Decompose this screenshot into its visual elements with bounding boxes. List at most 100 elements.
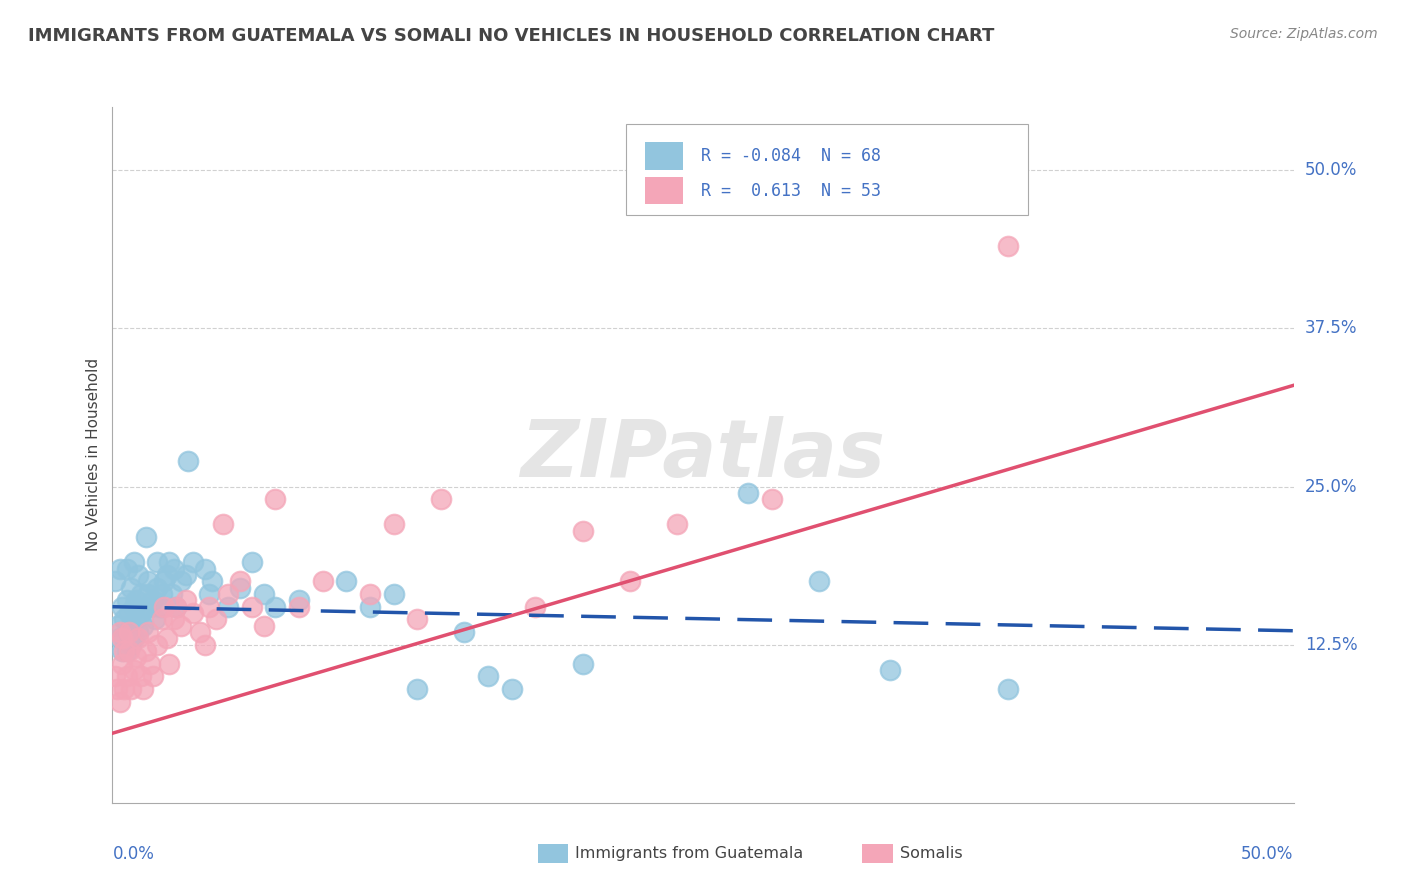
- Point: [129, 606, 152, 620]
- Point: [165, 599, 187, 614]
- Text: 0.0%: 0.0%: [112, 845, 155, 863]
- Point: [188, 625, 211, 640]
- Point: [382, 517, 405, 532]
- Point: [181, 556, 204, 570]
- Point: [136, 587, 159, 601]
- Point: [105, 618, 128, 632]
- Point: [229, 581, 252, 595]
- Text: R =  0.613  N = 53: R = 0.613 N = 53: [700, 182, 880, 200]
- Point: [146, 638, 169, 652]
- Point: [118, 632, 141, 646]
- Text: IMMIGRANTS FROM GUATEMALA VS SOMALI NO VEHICLES IN HOUSEHOLD CORRELATION CHART: IMMIGRANTS FROM GUATEMALA VS SOMALI NO V…: [28, 27, 994, 45]
- Bar: [862, 844, 893, 863]
- Point: [142, 669, 165, 683]
- Point: [122, 663, 145, 677]
- Point: [120, 681, 142, 696]
- Point: [997, 239, 1019, 253]
- Text: Immigrants from Guatemala: Immigrants from Guatemala: [575, 847, 804, 861]
- Point: [125, 593, 148, 607]
- FancyBboxPatch shape: [626, 124, 1028, 215]
- Point: [170, 574, 193, 589]
- Point: [127, 568, 149, 582]
- Point: [160, 587, 183, 601]
- Point: [253, 618, 276, 632]
- Point: [229, 574, 252, 589]
- Point: [382, 587, 405, 601]
- Point: [194, 562, 217, 576]
- Point: [453, 625, 475, 640]
- Bar: [645, 177, 683, 204]
- Point: [156, 632, 179, 646]
- Bar: [537, 844, 568, 863]
- Point: [359, 587, 381, 601]
- Point: [122, 632, 145, 646]
- Point: [132, 681, 155, 696]
- Point: [135, 644, 157, 658]
- Text: 25.0%: 25.0%: [1305, 477, 1357, 496]
- Point: [132, 618, 155, 632]
- Point: [477, 669, 499, 683]
- Point: [127, 625, 149, 640]
- Point: [139, 599, 162, 614]
- Point: [112, 632, 135, 646]
- Point: [118, 606, 141, 620]
- Point: [571, 657, 593, 671]
- Point: [108, 625, 131, 640]
- Point: [217, 587, 239, 601]
- Point: [104, 669, 127, 683]
- Point: [619, 574, 641, 589]
- Point: [524, 599, 547, 614]
- Text: R = -0.084  N = 68: R = -0.084 N = 68: [700, 147, 880, 165]
- Point: [406, 612, 429, 626]
- Y-axis label: No Vehicles in Household: No Vehicles in Household: [86, 359, 101, 551]
- Point: [156, 568, 179, 582]
- Point: [359, 599, 381, 614]
- Point: [111, 599, 134, 614]
- Point: [150, 612, 173, 626]
- Point: [406, 681, 429, 696]
- Point: [149, 599, 172, 614]
- Point: [430, 492, 453, 507]
- Point: [108, 632, 131, 646]
- Point: [997, 681, 1019, 696]
- Bar: [645, 142, 683, 169]
- Point: [120, 638, 142, 652]
- Point: [174, 593, 197, 607]
- Point: [146, 556, 169, 570]
- Point: [170, 618, 193, 632]
- Point: [807, 574, 830, 589]
- Point: [194, 638, 217, 652]
- Point: [108, 695, 131, 709]
- Point: [217, 599, 239, 614]
- Point: [118, 644, 141, 658]
- Point: [288, 593, 311, 607]
- Point: [163, 612, 186, 626]
- Point: [129, 669, 152, 683]
- Text: Somalis: Somalis: [900, 847, 963, 861]
- Point: [312, 574, 335, 589]
- Point: [139, 657, 162, 671]
- Point: [122, 556, 145, 570]
- Point: [198, 599, 221, 614]
- Point: [198, 587, 221, 601]
- Point: [135, 530, 157, 544]
- Point: [146, 581, 169, 595]
- Point: [111, 632, 134, 646]
- Point: [136, 574, 159, 589]
- Point: [501, 681, 523, 696]
- Point: [142, 593, 165, 607]
- Point: [177, 454, 200, 468]
- Point: [115, 562, 138, 576]
- Point: [112, 612, 135, 626]
- Point: [136, 625, 159, 640]
- Point: [129, 587, 152, 601]
- Point: [288, 599, 311, 614]
- Point: [240, 599, 263, 614]
- Point: [181, 606, 204, 620]
- Text: 50.0%: 50.0%: [1241, 845, 1294, 863]
- Point: [112, 681, 135, 696]
- Point: [212, 517, 235, 532]
- Point: [879, 663, 901, 677]
- Text: 12.5%: 12.5%: [1305, 636, 1357, 654]
- Text: ZIPatlas: ZIPatlas: [520, 416, 886, 494]
